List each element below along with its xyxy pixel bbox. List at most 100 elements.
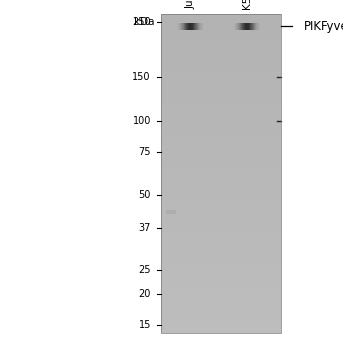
Bar bbox=[176, 23, 177, 30]
Bar bbox=[178, 23, 179, 30]
Bar bbox=[161, 72, 281, 78]
Bar bbox=[161, 322, 281, 327]
Bar bbox=[242, 23, 243, 30]
Bar bbox=[185, 23, 186, 30]
Bar bbox=[257, 23, 258, 30]
Bar bbox=[161, 152, 281, 157]
Bar bbox=[161, 296, 281, 301]
Bar bbox=[233, 23, 234, 30]
Bar bbox=[161, 35, 281, 40]
Bar bbox=[161, 237, 281, 242]
Bar bbox=[161, 94, 281, 99]
Bar bbox=[161, 19, 281, 24]
Bar bbox=[161, 51, 281, 56]
Bar bbox=[161, 62, 281, 67]
Bar bbox=[161, 109, 281, 115]
Bar bbox=[161, 46, 281, 51]
Bar bbox=[161, 242, 281, 248]
Bar bbox=[161, 226, 281, 232]
Bar bbox=[161, 264, 281, 269]
Bar bbox=[187, 23, 188, 30]
Bar bbox=[248, 23, 249, 30]
Text: 75: 75 bbox=[139, 147, 151, 157]
Bar bbox=[253, 23, 254, 30]
Bar bbox=[161, 126, 281, 131]
Bar bbox=[161, 67, 281, 72]
Text: 50: 50 bbox=[139, 190, 151, 200]
Bar bbox=[260, 23, 261, 30]
Bar bbox=[180, 23, 181, 30]
Bar bbox=[161, 178, 281, 184]
Bar bbox=[256, 23, 257, 30]
Bar bbox=[177, 23, 178, 30]
Bar bbox=[161, 168, 281, 173]
Bar bbox=[161, 194, 281, 200]
Bar bbox=[199, 23, 200, 30]
Bar bbox=[161, 290, 281, 295]
Bar bbox=[234, 23, 235, 30]
Bar bbox=[241, 23, 242, 30]
Bar bbox=[161, 269, 281, 274]
Bar bbox=[161, 104, 281, 109]
Bar bbox=[259, 23, 260, 30]
Bar bbox=[161, 120, 281, 126]
Text: Jurkat: Jurkat bbox=[185, 0, 196, 9]
Bar bbox=[202, 23, 203, 30]
Bar bbox=[182, 23, 183, 30]
Bar bbox=[250, 23, 251, 30]
Bar bbox=[236, 23, 237, 30]
Bar bbox=[200, 23, 201, 30]
Bar bbox=[161, 30, 281, 35]
Text: K562: K562 bbox=[242, 0, 252, 9]
Bar bbox=[161, 306, 281, 311]
Bar bbox=[197, 23, 198, 30]
Bar bbox=[243, 23, 244, 30]
Bar bbox=[181, 23, 182, 30]
Bar bbox=[193, 23, 194, 30]
Bar bbox=[189, 23, 190, 30]
Bar bbox=[179, 23, 180, 30]
Bar bbox=[258, 23, 259, 30]
Bar bbox=[161, 147, 281, 152]
Bar bbox=[161, 311, 281, 317]
Bar bbox=[161, 141, 281, 147]
Bar bbox=[161, 163, 281, 168]
Text: 150: 150 bbox=[132, 72, 151, 82]
Bar bbox=[254, 23, 255, 30]
Bar bbox=[161, 83, 281, 88]
Bar bbox=[244, 23, 245, 30]
Bar bbox=[186, 23, 187, 30]
Text: 250: 250 bbox=[132, 17, 151, 27]
Bar bbox=[235, 23, 236, 30]
Bar bbox=[161, 88, 281, 93]
Text: 100: 100 bbox=[132, 116, 151, 126]
Bar bbox=[249, 23, 250, 30]
Bar bbox=[161, 274, 281, 280]
Bar bbox=[161, 184, 281, 189]
Bar bbox=[161, 78, 281, 83]
Bar bbox=[161, 232, 281, 237]
Bar bbox=[161, 221, 281, 226]
Bar bbox=[198, 23, 199, 30]
Bar bbox=[252, 23, 253, 30]
Bar bbox=[161, 210, 281, 216]
Bar bbox=[161, 173, 281, 179]
Bar bbox=[161, 285, 281, 290]
Bar bbox=[245, 23, 246, 30]
Bar bbox=[201, 23, 202, 30]
Bar bbox=[161, 248, 281, 253]
Text: kDa: kDa bbox=[134, 17, 154, 27]
Bar bbox=[166, 210, 176, 214]
Bar bbox=[161, 115, 281, 120]
Bar bbox=[239, 23, 240, 30]
Bar bbox=[161, 99, 281, 104]
Bar bbox=[240, 23, 241, 30]
Bar bbox=[161, 40, 281, 46]
Bar bbox=[196, 23, 197, 30]
Bar bbox=[251, 23, 252, 30]
Text: PIKFyve: PIKFyve bbox=[304, 20, 343, 33]
Bar bbox=[161, 317, 281, 322]
Bar bbox=[161, 131, 281, 136]
Bar bbox=[161, 200, 281, 205]
Bar bbox=[246, 23, 247, 30]
